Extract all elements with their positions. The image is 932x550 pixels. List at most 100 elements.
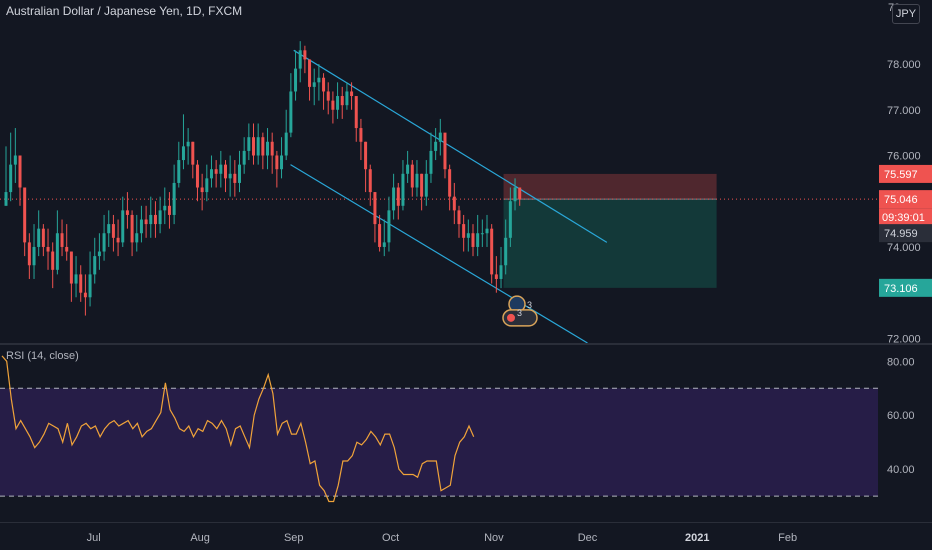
candle-body (373, 192, 377, 225)
candle-body (97, 251, 101, 257)
candle-body (163, 205, 167, 211)
candle-body (121, 210, 125, 243)
candle-body (135, 233, 139, 243)
time-axis-tick: Sep (284, 532, 304, 544)
take-profit-zone[interactable] (503, 199, 717, 288)
rsi-line-layer (1, 355, 475, 503)
short-position-tool[interactable] (0, 173, 878, 288)
symbol-title[interactable]: Australian Dollar / Japanese Yen, 1D, FX… (6, 4, 243, 18)
time-axis-tick: Oct (382, 532, 399, 544)
candle-body (18, 155, 22, 188)
time-axis-tick: 2021 (685, 532, 709, 544)
candle-body (438, 132, 442, 142)
candle-body (354, 96, 358, 129)
candle-body (102, 233, 106, 252)
candle-body (107, 224, 111, 234)
candle-body (41, 228, 45, 247)
candle-body (476, 233, 480, 247)
candle-body (382, 242, 386, 247)
candle-body (518, 187, 522, 199)
candle-body (55, 233, 59, 270)
candlestick-series (4, 41, 522, 316)
candle-body (252, 137, 256, 156)
event-count-bottom: 3 (517, 308, 522, 318)
candle-body (65, 246, 69, 252)
candle-body (513, 187, 517, 202)
candle-body (186, 141, 190, 147)
event-badge-layer[interactable]: 33 (502, 295, 538, 327)
candle-body (410, 164, 414, 188)
rsi-line (1, 355, 475, 503)
rsi-axis-tick: 80.00 (887, 356, 915, 368)
candle-body (4, 192, 8, 206)
time-axis-tick: Jul (87, 532, 101, 544)
entry-price-tag: 74.959 (884, 228, 918, 240)
candle-body (448, 169, 452, 197)
axis-layer[interactable]: 78.00077.00076.00075.00074.00072.00080.0… (0, 59, 932, 544)
candle-body (228, 173, 232, 179)
rsi-indicator-label[interactable]: RSI (14, close) (6, 350, 79, 362)
current-price-tag: 75.046 (884, 194, 918, 206)
candle-body (195, 164, 199, 188)
candle-body (37, 228, 41, 247)
candle-body (223, 164, 227, 179)
price-tag-layer: 75.597 75.046 09:39:01 74.959 73.106 (879, 164, 932, 297)
price-axis-tick: 77.000 (887, 105, 921, 117)
trendline[interactable] (293, 49, 608, 243)
candle-body (322, 77, 326, 92)
candle-body (345, 91, 349, 106)
candle-body (294, 68, 298, 92)
candle-body (27, 242, 31, 266)
candle-body (415, 173, 419, 188)
target-price-tag-bg (879, 278, 932, 297)
candle-body (177, 160, 181, 183)
price-axis-tick: 74.000 (887, 242, 921, 254)
candle-body (508, 201, 512, 238)
pane-divider[interactable] (0, 343, 932, 345)
candle-body (209, 169, 213, 179)
price-axis-tick: 78.000 (887, 59, 921, 71)
candle-body (214, 169, 218, 174)
candle-body (242, 150, 246, 165)
earnings-event-icon[interactable] (502, 309, 538, 327)
candle-body (308, 59, 312, 87)
candle-body (247, 137, 251, 151)
trendline[interactable] (290, 164, 588, 344)
candle-body (200, 187, 204, 193)
candle-body (205, 178, 209, 193)
price-axis-tick: 76.000 (887, 150, 921, 162)
candle-body (275, 155, 279, 170)
candle-body (125, 210, 129, 215)
candle-body (420, 173, 424, 197)
candle-body (480, 233, 484, 235)
candle-body (406, 164, 410, 174)
candle-body (387, 210, 391, 243)
candle-body (51, 251, 55, 270)
candle-body (504, 237, 508, 266)
candle-body (350, 91, 354, 97)
trendline-layer[interactable] (290, 49, 608, 344)
candle-body (490, 228, 494, 275)
candle-body (153, 214, 157, 225)
price-axis-tick: 72.000 (887, 333, 921, 345)
candle-body (116, 237, 120, 243)
time-axis-tick: Aug (190, 532, 210, 544)
currency-button[interactable]: JPY (892, 4, 920, 24)
candle-body (452, 196, 456, 211)
candle-body (298, 50, 302, 69)
stop-loss-zone[interactable] (503, 173, 717, 200)
candle-body (471, 233, 475, 247)
time-axis-tick: Feb (778, 532, 797, 544)
candle-body (401, 173, 405, 206)
candle-body (280, 155, 284, 170)
candle-body (181, 146, 185, 161)
candle-body (494, 274, 498, 279)
candle-body (233, 173, 237, 183)
candle-body (485, 228, 489, 234)
candle-body (238, 164, 241, 183)
candle-body (289, 91, 293, 133)
candle-body (158, 210, 162, 225)
candle-body (331, 100, 335, 110)
candle-body (149, 214, 153, 225)
